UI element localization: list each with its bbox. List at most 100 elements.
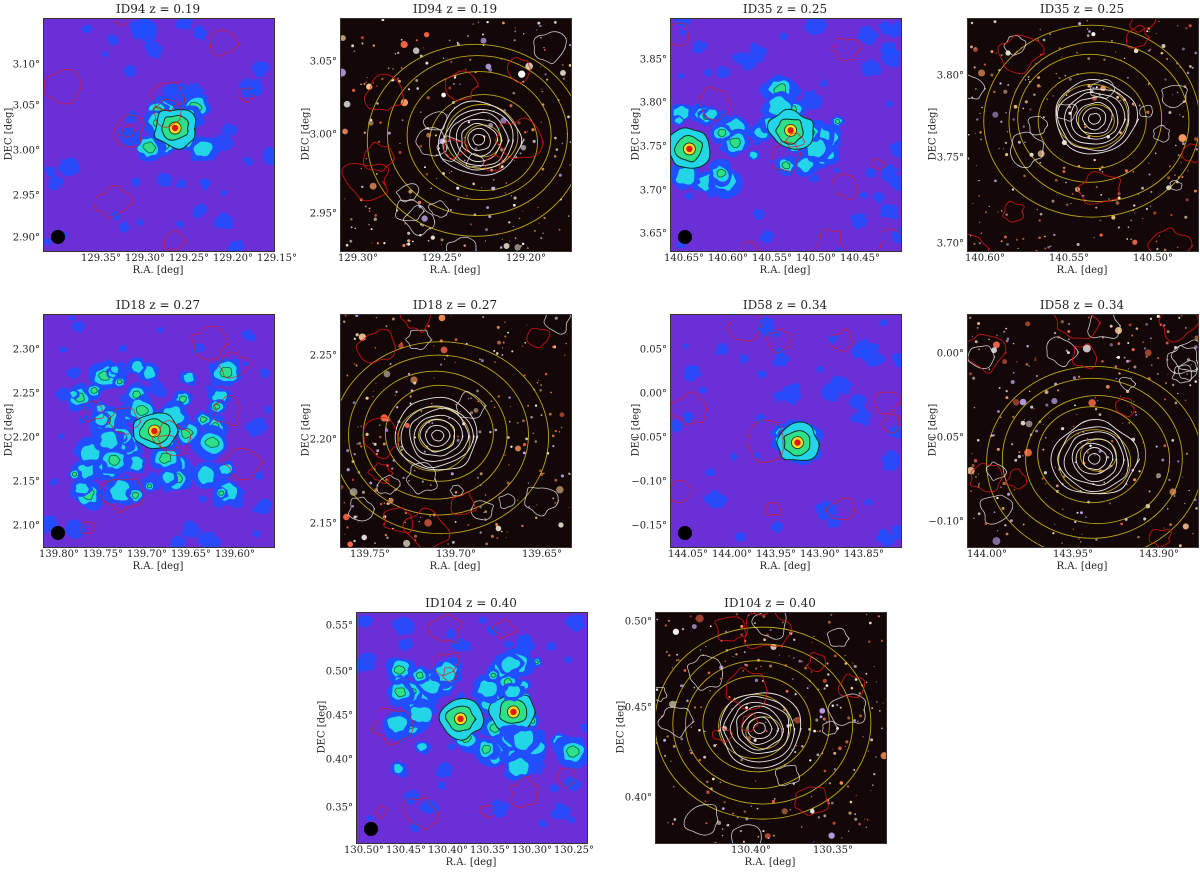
star bbox=[407, 231, 411, 235]
star bbox=[1005, 153, 1009, 157]
noise-blob bbox=[101, 50, 109, 57]
star bbox=[569, 140, 571, 144]
red-contour bbox=[442, 667, 458, 682]
red-contour bbox=[1076, 171, 1121, 205]
star bbox=[375, 452, 379, 456]
star bbox=[381, 77, 384, 81]
star bbox=[979, 112, 981, 114]
star bbox=[431, 402, 433, 405]
star bbox=[536, 381, 539, 384]
red-contour bbox=[402, 796, 440, 830]
star bbox=[826, 662, 829, 665]
star bbox=[1185, 27, 1188, 30]
star bbox=[865, 613, 868, 616]
y-tick-label: 0.45° bbox=[624, 702, 652, 714]
noise-blob bbox=[829, 375, 855, 395]
white-contour bbox=[413, 414, 464, 457]
x-tick-label: 140.65° bbox=[664, 253, 704, 264]
star bbox=[1153, 211, 1157, 215]
star bbox=[360, 445, 363, 448]
star bbox=[1012, 415, 1015, 419]
star bbox=[823, 687, 826, 690]
y-axis-label: DEC [deg] bbox=[630, 107, 642, 161]
noise-blob bbox=[888, 174, 901, 191]
star bbox=[1043, 471, 1047, 475]
star bbox=[993, 90, 996, 94]
noise-blob bbox=[487, 625, 500, 636]
xray-map bbox=[670, 314, 902, 548]
white-contour bbox=[774, 764, 801, 787]
star bbox=[388, 497, 394, 503]
noise-blob bbox=[835, 247, 843, 251]
star bbox=[833, 654, 837, 658]
red-contour bbox=[725, 667, 768, 711]
star bbox=[1022, 455, 1024, 457]
star bbox=[1137, 535, 1140, 539]
star bbox=[494, 361, 496, 363]
star bbox=[854, 678, 858, 681]
star bbox=[373, 542, 376, 545]
noise-blob bbox=[445, 628, 458, 639]
star bbox=[714, 841, 717, 843]
red-contour bbox=[968, 333, 1007, 374]
x-tick-label: 129.20° bbox=[506, 253, 546, 264]
star bbox=[1182, 115, 1185, 118]
y-tick-label: 3.10° bbox=[12, 59, 40, 71]
x-tick-label: 129.20° bbox=[213, 253, 253, 264]
star bbox=[512, 225, 514, 228]
noise-blob bbox=[215, 223, 222, 229]
noise-blob bbox=[136, 219, 145, 227]
star bbox=[1094, 397, 1097, 399]
star bbox=[495, 169, 497, 171]
star bbox=[794, 716, 801, 724]
star bbox=[828, 832, 835, 839]
star bbox=[517, 499, 519, 501]
star bbox=[398, 343, 404, 349]
star bbox=[1005, 327, 1008, 330]
star bbox=[436, 177, 438, 180]
star bbox=[391, 467, 394, 470]
star bbox=[1041, 477, 1044, 480]
star bbox=[527, 404, 530, 407]
structure-blob bbox=[110, 366, 119, 374]
star bbox=[1115, 201, 1120, 205]
star bbox=[669, 700, 677, 708]
star bbox=[781, 621, 784, 624]
star bbox=[1051, 397, 1058, 405]
plot-canvas bbox=[671, 19, 901, 251]
red-contour bbox=[825, 497, 856, 521]
star bbox=[476, 389, 479, 393]
y-tick-label: 3.05° bbox=[309, 56, 337, 68]
star bbox=[1193, 137, 1198, 141]
star bbox=[387, 131, 391, 135]
x-tick-label: 129.30° bbox=[125, 253, 165, 264]
star bbox=[1062, 169, 1066, 174]
red-contour bbox=[152, 420, 192, 457]
star bbox=[466, 195, 468, 197]
star bbox=[548, 412, 552, 416]
star bbox=[560, 426, 563, 429]
star bbox=[1016, 361, 1018, 363]
star bbox=[1080, 511, 1083, 515]
star bbox=[1163, 324, 1166, 327]
plot-canvas bbox=[357, 613, 587, 843]
red-contour bbox=[222, 447, 264, 481]
star bbox=[1023, 174, 1026, 178]
star bbox=[1001, 210, 1003, 212]
star bbox=[482, 110, 484, 112]
star bbox=[514, 237, 517, 239]
star bbox=[1130, 238, 1132, 240]
star bbox=[503, 147, 505, 149]
star bbox=[844, 662, 848, 665]
star bbox=[500, 117, 507, 124]
y-tick-label: 2.25° bbox=[12, 388, 40, 400]
star bbox=[664, 754, 667, 757]
star bbox=[705, 645, 707, 648]
noise-blob bbox=[64, 519, 87, 540]
noise-blob bbox=[804, 19, 828, 36]
star bbox=[490, 400, 493, 403]
star bbox=[1171, 94, 1174, 96]
star bbox=[1166, 508, 1169, 510]
noise-blob bbox=[175, 219, 185, 228]
yellow-contour bbox=[672, 643, 854, 805]
